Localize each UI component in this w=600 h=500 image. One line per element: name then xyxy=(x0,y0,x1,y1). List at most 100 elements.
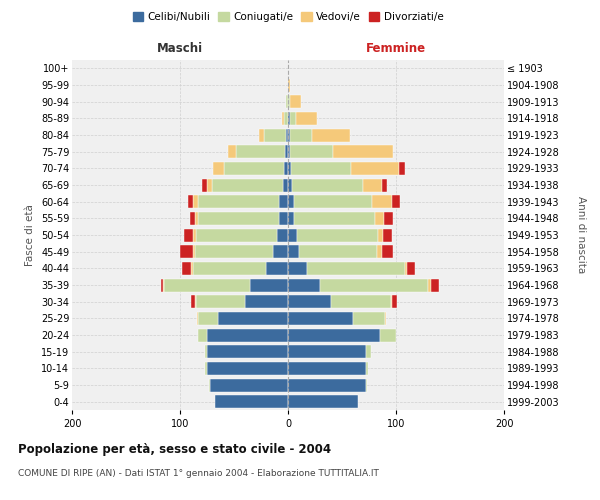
Bar xyxy=(288,245,299,258)
Bar xyxy=(286,128,288,141)
Y-axis label: Fasce di età: Fasce di età xyxy=(25,204,35,266)
Bar xyxy=(288,312,353,325)
Bar xyxy=(227,145,236,158)
Bar xyxy=(383,228,392,241)
Bar xyxy=(288,228,296,241)
Bar xyxy=(199,328,207,342)
Bar xyxy=(250,278,288,291)
Bar xyxy=(334,145,393,158)
Bar xyxy=(392,295,397,308)
Bar xyxy=(218,312,288,325)
Bar xyxy=(191,262,193,275)
Bar xyxy=(224,162,284,175)
Bar xyxy=(295,195,372,208)
Bar xyxy=(180,245,193,258)
Bar xyxy=(191,295,195,308)
Text: COMUNE DI RIPE (AN) - Dati ISTAT 1° gennaio 2004 - Elaborazione TUTTITALIA.IT: COMUNE DI RIPE (AN) - Dati ISTAT 1° genn… xyxy=(18,469,379,478)
Bar xyxy=(245,295,288,308)
Bar xyxy=(320,278,428,291)
Bar xyxy=(291,162,350,175)
Y-axis label: Anni di nascita: Anni di nascita xyxy=(576,196,586,274)
Bar xyxy=(205,362,207,375)
Bar xyxy=(288,145,290,158)
Bar xyxy=(288,178,292,192)
Bar xyxy=(391,295,392,308)
Bar xyxy=(288,95,290,108)
Bar xyxy=(193,228,196,241)
Bar xyxy=(290,145,334,158)
Bar xyxy=(212,178,283,192)
Bar xyxy=(288,78,290,92)
Bar xyxy=(288,112,290,125)
Bar xyxy=(392,195,400,208)
Bar xyxy=(312,128,350,141)
Bar xyxy=(290,112,296,125)
Bar xyxy=(366,345,371,358)
Bar xyxy=(296,228,377,241)
Bar xyxy=(236,145,285,158)
Bar xyxy=(288,362,366,375)
Bar xyxy=(266,262,288,275)
Bar xyxy=(288,395,358,408)
Bar xyxy=(197,312,199,325)
Text: Popolazione per età, sesso e stato civile - 2004: Popolazione per età, sesso e stato civil… xyxy=(18,442,331,456)
Bar xyxy=(292,178,362,192)
Bar xyxy=(295,212,376,225)
Bar xyxy=(161,278,163,291)
Bar xyxy=(259,128,264,141)
Bar xyxy=(215,395,288,408)
Bar xyxy=(284,112,288,125)
Bar xyxy=(353,312,385,325)
Bar xyxy=(290,95,301,108)
Bar xyxy=(196,295,245,308)
Bar xyxy=(288,212,295,225)
Bar xyxy=(164,278,250,291)
Bar xyxy=(307,262,404,275)
Bar xyxy=(285,145,288,158)
Bar xyxy=(288,345,366,358)
Bar xyxy=(286,95,288,108)
Bar xyxy=(377,245,382,258)
Bar xyxy=(385,312,386,325)
Bar xyxy=(207,345,288,358)
Bar xyxy=(376,212,384,225)
Bar xyxy=(280,212,288,225)
Bar xyxy=(296,112,317,125)
Bar xyxy=(193,195,199,208)
Bar xyxy=(264,128,286,141)
Bar xyxy=(205,345,207,358)
Bar xyxy=(288,328,380,342)
Bar xyxy=(199,212,280,225)
Bar xyxy=(372,195,392,208)
Bar xyxy=(366,362,368,375)
Bar xyxy=(202,178,207,192)
Bar xyxy=(196,228,277,241)
Bar xyxy=(366,378,367,392)
Bar xyxy=(382,245,393,258)
Legend: Celibi/Nubili, Coniugati/e, Vedovi/e, Divorziati/e: Celibi/Nubili, Coniugati/e, Vedovi/e, Di… xyxy=(128,8,448,26)
Text: Maschi: Maschi xyxy=(157,42,203,55)
Bar xyxy=(299,245,377,258)
Bar xyxy=(288,295,331,308)
Bar xyxy=(404,262,407,275)
Bar xyxy=(331,295,391,308)
Bar xyxy=(210,378,288,392)
Bar xyxy=(288,378,366,392)
Bar xyxy=(407,262,415,275)
Bar xyxy=(163,278,164,291)
Bar xyxy=(195,212,199,225)
Bar xyxy=(288,195,295,208)
Bar xyxy=(188,195,193,208)
Bar xyxy=(288,162,291,175)
Bar xyxy=(182,262,191,275)
Bar xyxy=(288,278,320,291)
Bar xyxy=(214,162,224,175)
Bar xyxy=(280,195,288,208)
Bar xyxy=(290,128,312,141)
Bar xyxy=(193,262,266,275)
Bar xyxy=(288,128,290,141)
Bar xyxy=(380,328,396,342)
Bar xyxy=(199,312,218,325)
Bar xyxy=(184,228,193,241)
Bar xyxy=(273,245,288,258)
